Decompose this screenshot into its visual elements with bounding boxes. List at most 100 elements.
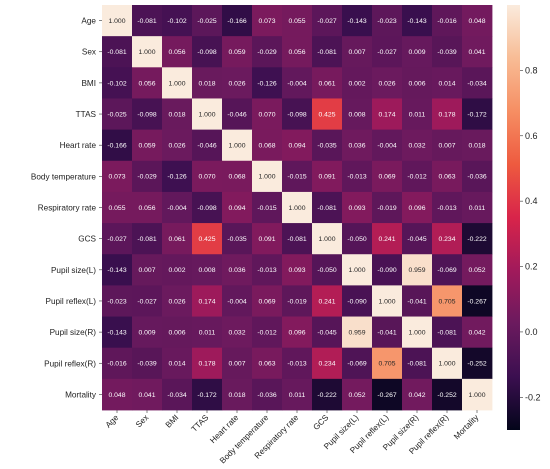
cell-value-label: -0.036	[467, 174, 486, 181]
heatmap-cell	[252, 67, 283, 99]
cell-value-label: 0.061	[318, 80, 335, 87]
row-label: Pupil reflex(L)	[45, 297, 96, 306]
colorbar-tick-label: -0.2	[525, 392, 541, 402]
cell-value-label: -0.019	[287, 298, 306, 305]
cell-value-label: -0.081	[437, 330, 456, 337]
row-label: Sex	[82, 48, 96, 57]
cell-value-label: -0.023	[107, 298, 126, 305]
colorbar-gradient	[507, 5, 520, 430]
heatmap-cell	[222, 36, 253, 68]
cell-value-label: -0.126	[167, 174, 186, 181]
heatmap-cell	[192, 254, 223, 286]
heatmap-cell	[402, 36, 433, 68]
row-label: Heart rate	[60, 141, 97, 150]
cell-value-label: 0.234	[438, 236, 455, 243]
heatmap-cell	[372, 191, 403, 224]
cell-value-label: 0.052	[348, 392, 365, 399]
cell-value-label: -0.166	[107, 143, 126, 150]
cell-value-label: 0.069	[378, 174, 395, 181]
heatmap-cell	[222, 347, 253, 380]
heatmap-cell	[312, 129, 343, 162]
cell-value-label: -0.222	[467, 236, 486, 243]
heatmap-cell	[342, 223, 373, 255]
cell-value-label: 1.000	[348, 267, 365, 274]
cell-value-label: -0.027	[317, 18, 336, 25]
heatmap-cell	[102, 223, 133, 255]
heatmap-cell	[432, 36, 463, 68]
cell-value-label: -0.041	[407, 298, 426, 305]
heatmap-cell	[132, 36, 163, 68]
cell-value-label: 0.011	[469, 205, 486, 212]
cell-value-label: 1.000	[198, 111, 215, 118]
cell-value-label: 0.014	[438, 80, 455, 87]
cell-value-label: -0.013	[347, 174, 366, 181]
cell-value-label: 0.068	[228, 174, 245, 181]
heatmap-cell	[312, 191, 343, 224]
column-label: GCS	[311, 413, 330, 432]
cell-value-label: 0.059	[228, 49, 245, 56]
heatmap-cell	[102, 129, 133, 162]
cell-value-label: 1.000	[108, 18, 125, 25]
cell-value-label: -0.102	[167, 18, 186, 25]
heatmap-cell	[132, 316, 163, 349]
heatmap-cell	[312, 285, 343, 317]
heatmap-cell	[402, 254, 433, 286]
heatmap-cell	[462, 160, 493, 193]
heatmap-cell	[462, 36, 493, 68]
colorbar-tick-label: 0.8	[525, 65, 538, 75]
heatmap-cell	[252, 254, 283, 286]
cell-value-label: 0.018	[168, 111, 185, 118]
row-label: Pupil size(R)	[50, 328, 97, 337]
cell-value-label: 0.036	[228, 267, 245, 274]
cell-value-label: 1.000	[438, 361, 455, 368]
heatmap-cell	[222, 254, 253, 286]
cell-value-label: -0.012	[407, 174, 426, 181]
cell-value-label: -0.015	[287, 174, 306, 181]
heatmap-cell	[192, 347, 223, 380]
heatmap-cell	[102, 5, 133, 37]
heatmap-cell	[462, 98, 493, 131]
heatmap-cell	[102, 67, 133, 99]
heatmap-cell	[402, 378, 433, 411]
heatmap-cell	[312, 160, 343, 193]
heatmap-cell	[372, 129, 403, 162]
heatmap-cell	[432, 347, 463, 380]
cell-value-label: -0.081	[137, 236, 156, 243]
colorbar-tick-label: 0.4	[525, 196, 538, 206]
heatmap-cell	[162, 129, 193, 162]
cell-value-label: 1.000	[258, 174, 275, 181]
cell-value-label: 0.070	[198, 174, 215, 181]
heatmap-cell	[102, 285, 133, 317]
heatmap-cell	[222, 223, 253, 255]
cell-value-label: -0.019	[377, 205, 396, 212]
cell-value-label: -0.252	[467, 361, 486, 368]
heatmap-cell	[192, 316, 223, 349]
cell-value-label: 0.018	[198, 80, 215, 87]
cell-value-label: 0.093	[288, 267, 305, 274]
cell-value-label: 0.063	[438, 174, 455, 181]
cell-value-label: -0.023	[377, 18, 396, 25]
cell-value-label: -0.081	[107, 49, 126, 56]
cell-value-label: 0.026	[228, 80, 245, 87]
cell-value-label: 1.000	[138, 49, 155, 56]
heatmap-cell	[402, 67, 433, 99]
cell-value-label: 0.705	[378, 361, 395, 368]
cell-value-label: -0.029	[257, 49, 276, 56]
cell-value-label: -0.252	[437, 392, 456, 399]
heatmap-cell	[342, 285, 373, 317]
heatmap-cell	[192, 67, 223, 99]
cell-value-label: -0.046	[227, 111, 246, 118]
heatmap-cell	[462, 223, 493, 255]
heatmap-cell	[372, 5, 403, 37]
cell-value-label: -0.015	[257, 205, 276, 212]
column-label: Mortality	[452, 412, 481, 441]
cell-value-label: -0.039	[137, 361, 156, 368]
cell-value-label: 0.036	[348, 143, 365, 150]
heatmap-cell	[102, 160, 133, 193]
heatmap-cell	[372, 378, 403, 411]
cell-value-label: 0.073	[108, 174, 125, 181]
row-label: Age	[81, 17, 96, 26]
heatmap-cell	[432, 129, 463, 162]
heatmap-cell	[462, 285, 493, 317]
cell-value-label: -0.027	[377, 49, 396, 56]
